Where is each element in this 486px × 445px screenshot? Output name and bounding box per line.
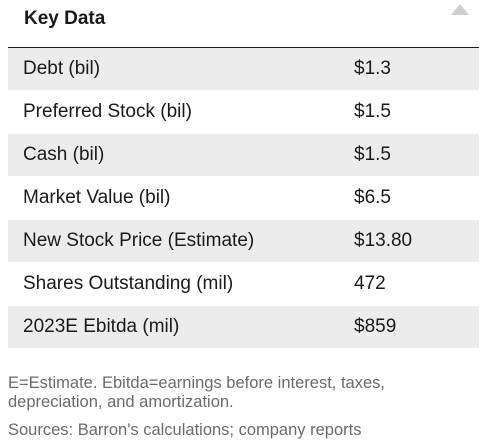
definitions-note: E=Estimate. Ebitda=earnings before inter… bbox=[8, 374, 385, 411]
triangle-up-icon[interactable] bbox=[451, 4, 469, 15]
row-label: Preferred Stock (bil) bbox=[23, 101, 192, 122]
table-row: Market Value (bil) $6.5 bbox=[8, 177, 479, 220]
row-value: $1.5 bbox=[354, 144, 391, 165]
row-value: $859 bbox=[354, 316, 397, 337]
table-row: New Stock Price (Estimate) $13.80 bbox=[8, 220, 479, 263]
row-label: Cash (bil) bbox=[23, 144, 105, 165]
panel-header: Key Data bbox=[8, 0, 479, 48]
table-row: Cash (bil) $1.5 bbox=[8, 134, 479, 177]
row-value: $6.5 bbox=[354, 187, 391, 208]
row-label: Market Value (bil) bbox=[23, 187, 171, 208]
key-data-panel: Key Data Debt (bil) $1.3 Preferred Stock… bbox=[8, 0, 479, 349]
row-value: $13.80 bbox=[354, 230, 413, 251]
table-row: Preferred Stock (bil) $1.5 bbox=[8, 91, 479, 134]
table-row: 2023E Ebitda (mil) $859 bbox=[8, 306, 479, 349]
row-label: New Stock Price (Estimate) bbox=[23, 230, 255, 251]
table-row: Debt (bil) $1.3 bbox=[8, 48, 479, 91]
row-label: 2023E Ebitda (mil) bbox=[23, 316, 180, 337]
table-row: Shares Outstanding (mil) 472 bbox=[8, 263, 479, 306]
row-value: $1.3 bbox=[354, 58, 391, 79]
footnotes: E=Estimate. Ebitda=earnings before inter… bbox=[8, 374, 480, 445]
row-label: Debt (bil) bbox=[23, 58, 101, 79]
row-value: $1.5 bbox=[354, 101, 391, 122]
sources-note: Sources: Barron's calculations; company … bbox=[8, 421, 362, 439]
row-value: 472 bbox=[354, 273, 386, 294]
panel-title: Key Data bbox=[24, 8, 106, 29]
key-data-table: Debt (bil) $1.3 Preferred Stock (bil) $1… bbox=[8, 48, 479, 349]
row-label: Shares Outstanding (mil) bbox=[23, 273, 234, 294]
